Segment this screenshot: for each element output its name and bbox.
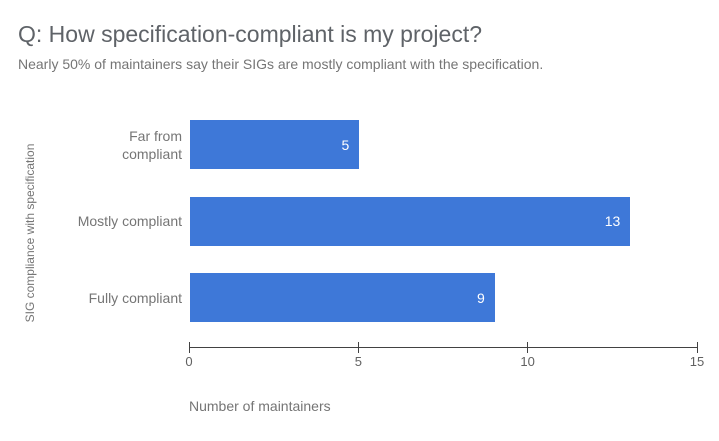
x-axis-title: Number of maintainers — [189, 398, 331, 414]
x-axis-tick-5 — [357, 342, 359, 353]
bar-mostly-compliant: 13 — [190, 196, 631, 246]
chart-subtitle: Nearly 50% of maintainers say their SIGs… — [18, 56, 544, 72]
bar-value-label: 13 — [604, 213, 621, 230]
bar-value-label: 5 — [341, 136, 350, 153]
x-axis-tick-0 — [188, 342, 190, 353]
bar-value-label: 9 — [477, 289, 485, 306]
category-label-fully-compliant: Fully compliant — [88, 289, 182, 306]
x-axis-tick-15 — [696, 342, 698, 353]
x-axis-tick-label-15: 15 — [689, 354, 705, 369]
category-label-mostly-compliant: Mostly compliant — [77, 213, 182, 230]
bar-fully-compliant: 9 — [190, 273, 495, 323]
bar-far-from-compliant: 5 — [190, 120, 360, 170]
x-axis-tick-label-5: 5 — [354, 354, 362, 369]
x-axis-tick-label-0: 0 — [185, 354, 193, 369]
x-axis-tick-10 — [527, 342, 529, 353]
x-axis-line — [189, 347, 697, 348]
category-label-far-from-compliant: Far from compliant — [122, 127, 182, 162]
x-axis-tick-label-10: 10 — [520, 354, 535, 369]
chart-title: Q: How specification-compliant is my pro… — [18, 21, 482, 47]
